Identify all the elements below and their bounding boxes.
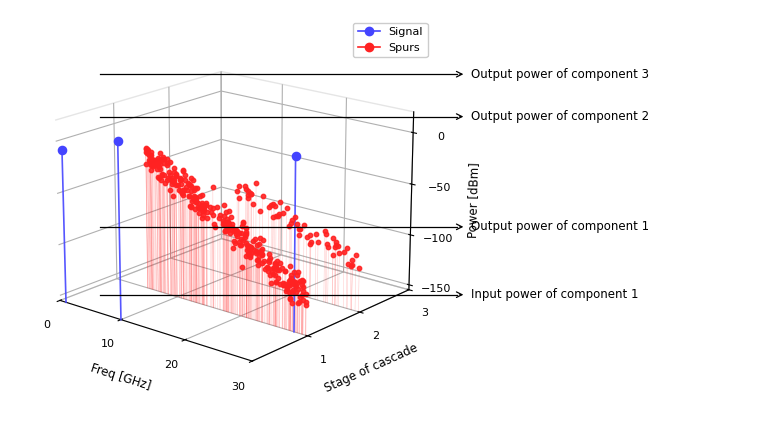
Text: Output power of component 2: Output power of component 2	[471, 110, 649, 123]
Legend: Signal, Spurs: Signal, Spurs	[353, 22, 428, 57]
Text: Output power of component 3: Output power of component 3	[471, 68, 649, 81]
X-axis label: Freq [GHz]: Freq [GHz]	[89, 361, 152, 393]
Y-axis label: Stage of cascade: Stage of cascade	[323, 342, 420, 395]
Text: Output power of component 1: Output power of component 1	[471, 220, 649, 233]
Text: Input power of component 1: Input power of component 1	[471, 288, 638, 301]
